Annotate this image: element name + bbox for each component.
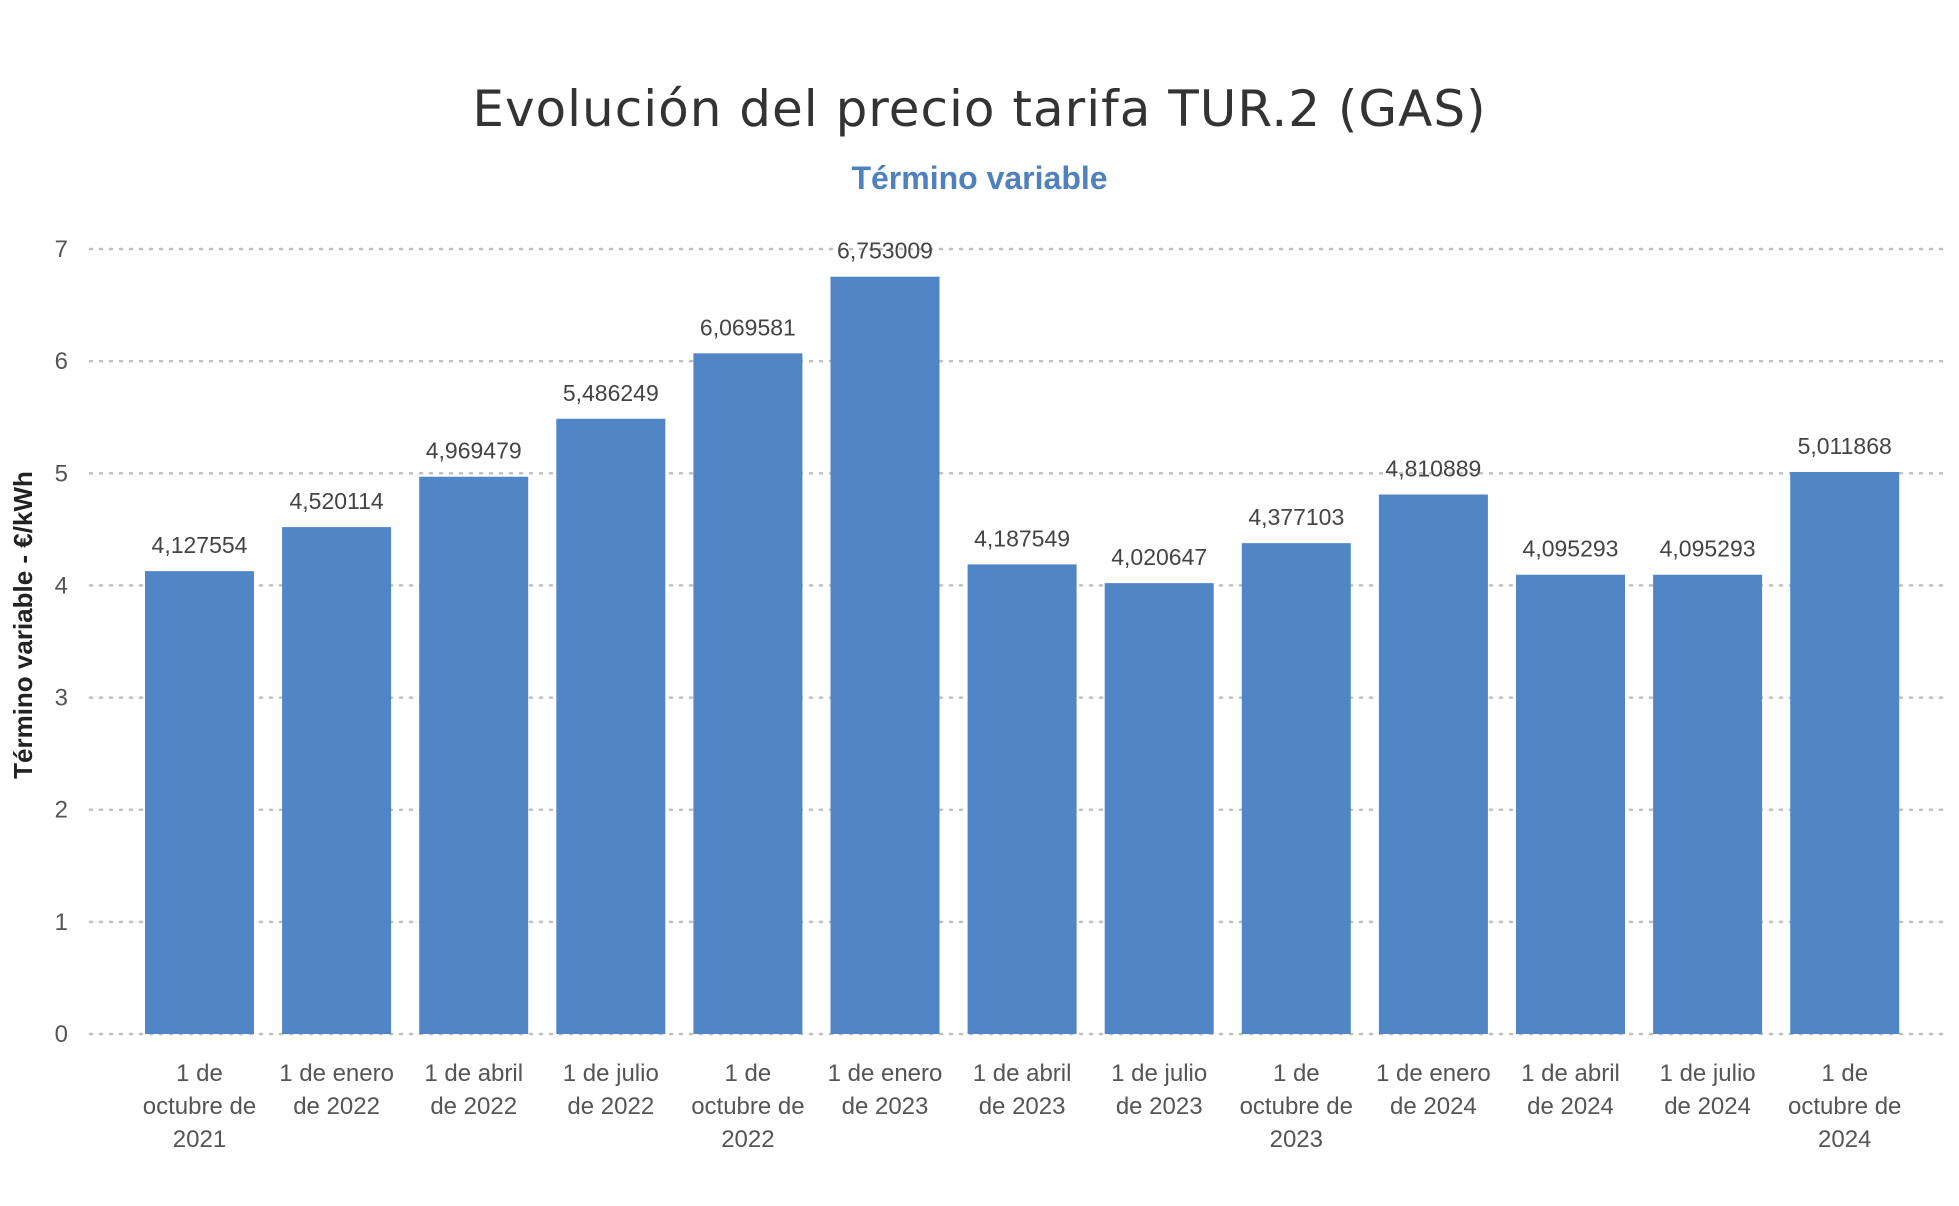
y-tick-label: 1	[55, 909, 68, 936]
y-axis-title: Término variable - €/kWh	[8, 471, 38, 779]
y-tick-label: 2	[55, 797, 68, 824]
bar	[556, 418, 666, 1034]
x-category-label: 1 de abril de 2024	[1521, 1060, 1620, 1120]
data-labels: 4,127554 4,520114 4,969479 5,486249 6,069581…	[152, 238, 1892, 570]
x-category-line: 1 de enero	[828, 1060, 943, 1087]
bars	[145, 276, 1900, 1035]
x-category-line: 1 de	[725, 1060, 772, 1087]
bar	[419, 476, 529, 1034]
chart-title: Evolución del precio tarifa TUR.2 (GAS)	[472, 80, 1487, 138]
x-category-line: de 2022	[567, 1093, 654, 1120]
data-label: 5,011868	[1798, 433, 1892, 459]
bar	[1516, 574, 1625, 1034]
bar	[830, 276, 940, 1035]
y-tick-label: 3	[55, 685, 68, 712]
y-tick-label: 0	[55, 1021, 68, 1048]
x-category-line: de 2023	[1116, 1093, 1203, 1120]
x-category-line: 1 de julio	[1111, 1060, 1207, 1087]
x-category-label: 1 de octubre de 2023	[1240, 1060, 1353, 1153]
bar	[1378, 494, 1488, 1034]
x-category-line: de 2023	[979, 1093, 1066, 1120]
y-tick-label: 4	[55, 572, 68, 599]
bar	[1653, 574, 1763, 1034]
data-label: 6,753009	[837, 238, 933, 264]
x-category-line: de 2022	[430, 1093, 517, 1120]
data-label: 4,095293	[1523, 536, 1619, 562]
x-category-line: de 2024	[1390, 1093, 1477, 1120]
data-label: 4,810889	[1385, 455, 1481, 481]
y-tick-label: 5	[55, 460, 68, 487]
bar	[282, 527, 392, 1034]
bar	[145, 571, 254, 1034]
x-category-line: octubre de	[1788, 1093, 1901, 1120]
x-category-line: 1 de enero	[279, 1060, 394, 1087]
data-label: 4,127554	[152, 532, 248, 558]
data-label: 4,520114	[289, 488, 383, 514]
x-category-line: 2022	[721, 1126, 774, 1153]
x-category-line: de 2024	[1664, 1093, 1751, 1120]
x-category-line: 1 de abril	[973, 1060, 1072, 1087]
x-category-line: 2023	[1270, 1126, 1323, 1153]
bar	[1790, 471, 1900, 1034]
data-label: 4,187549	[974, 525, 1070, 551]
x-category-line: 1 de	[1821, 1060, 1868, 1087]
x-category-label: 1 de enero de 2023	[828, 1060, 943, 1120]
x-category-line: 2024	[1818, 1126, 1871, 1153]
x-category-line: 1 de	[176, 1060, 223, 1087]
x-category-label: 1 de abril de 2022	[424, 1060, 523, 1120]
x-category-line: de 2023	[842, 1093, 929, 1120]
x-category-line: 1 de julio	[563, 1060, 659, 1087]
x-category-label: 1 de octubre de 2021	[143, 1060, 256, 1153]
x-category-line: de 2022	[293, 1093, 380, 1120]
x-category-label: 1 de enero de 2024	[1376, 1060, 1491, 1120]
x-category-line: octubre de	[1240, 1093, 1353, 1120]
x-category-label: 1 de julio de 2022	[563, 1060, 659, 1120]
gridlines	[88, 247, 1947, 1036]
x-category-label: 1 de octubre de 2024	[1788, 1060, 1901, 1153]
y-axis-ticks: 0 1 2 3 4 5 6 7	[55, 236, 68, 1048]
x-category-line: 1 de abril	[1521, 1060, 1620, 1087]
x-category-line: octubre de	[691, 1093, 804, 1120]
x-category-label: 1 de abril de 2023	[973, 1060, 1072, 1120]
bar	[693, 353, 803, 1034]
data-label: 4,377103	[1248, 504, 1344, 530]
x-category-label: 1 de octubre de 2022	[691, 1060, 804, 1153]
x-category-line: 1 de enero	[1376, 1060, 1491, 1087]
x-category-line: 1 de	[1273, 1060, 1320, 1087]
chart-subtitle: Término variable	[851, 160, 1108, 196]
bar	[967, 564, 1077, 1034]
data-label: 5,486249	[563, 380, 659, 406]
bar	[1241, 543, 1351, 1034]
data-label: 6,069581	[700, 314, 796, 340]
x-category-line: 2021	[173, 1126, 226, 1153]
x-category-label: 1 de julio de 2024	[1660, 1060, 1756, 1120]
x-category-line: octubre de	[143, 1093, 256, 1120]
data-label: 4,969479	[426, 438, 522, 464]
bar	[1104, 583, 1214, 1034]
y-tick-label: 7	[55, 236, 68, 263]
x-category-line: 1 de julio	[1660, 1060, 1756, 1087]
x-category-label: 1 de enero de 2022	[279, 1060, 394, 1120]
y-tick-label: 6	[55, 348, 68, 375]
data-label: 4,020647	[1111, 544, 1207, 570]
x-category-label: 1 de julio de 2023	[1111, 1060, 1207, 1120]
data-label: 4,095293	[1660, 536, 1756, 562]
x-category-line: 1 de abril	[424, 1060, 523, 1087]
x-category-line: de 2024	[1527, 1093, 1614, 1120]
